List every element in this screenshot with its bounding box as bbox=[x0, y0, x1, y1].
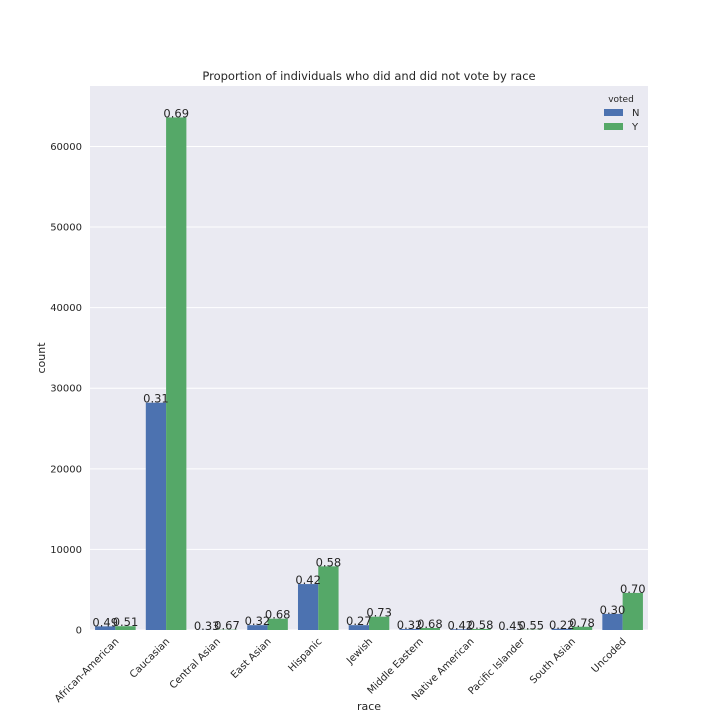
bar-n bbox=[399, 629, 420, 630]
x-tick-label: Caucasian bbox=[128, 636, 172, 680]
bar-n bbox=[247, 625, 268, 630]
bar-n bbox=[297, 584, 319, 630]
bar-y bbox=[115, 626, 136, 630]
y-tick-label: 40000 bbox=[50, 303, 82, 314]
y-tick-label: 50000 bbox=[50, 223, 82, 234]
y-axis: 0 10000 20000 30000 40000 50000 60000 bbox=[50, 142, 82, 637]
bar-value-label: 0.30 bbox=[600, 603, 626, 617]
x-tick-label: Hispanic bbox=[286, 636, 324, 674]
chart-title: Proportion of individuals who did and di… bbox=[202, 69, 535, 83]
legend-entry-n: N bbox=[632, 108, 639, 119]
bar-value-label: 0.68 bbox=[417, 617, 443, 631]
legend-title: voted bbox=[608, 95, 634, 105]
bar-value-label: 0.32 bbox=[397, 618, 423, 632]
bar-value-label: 0.33 bbox=[194, 619, 220, 633]
bar-y bbox=[419, 627, 441, 630]
y-tick-label: 10000 bbox=[50, 545, 82, 556]
bar-value-label: 0.69 bbox=[163, 106, 189, 120]
y-tick-label: 30000 bbox=[50, 384, 82, 395]
x-tick-label: East Asian bbox=[229, 636, 274, 681]
bar-value-label: 0.42 bbox=[295, 573, 321, 587]
x-tick-label: African-American bbox=[53, 636, 121, 704]
bar-labels: 0.49 0.31 0.33 0.32 0.42 0.27 0.32 0.42 0.45 0.22… bbox=[92, 106, 645, 632]
bar-value-label: 0.51 bbox=[113, 615, 139, 629]
bar-y bbox=[369, 616, 390, 630]
bar-value-label: 0.42 bbox=[448, 618, 474, 632]
bar-value-label: 0.67 bbox=[214, 619, 240, 633]
bars bbox=[95, 117, 643, 631]
bar-n bbox=[551, 628, 572, 630]
x-tick-label: Central Asian bbox=[168, 636, 223, 691]
bar-n bbox=[95, 626, 116, 630]
bar-y bbox=[571, 626, 593, 630]
bar-value-label: 0.22 bbox=[549, 618, 575, 632]
bar-value-label: 0.45 bbox=[498, 619, 524, 633]
x-tick-label: Jewish bbox=[344, 636, 375, 667]
bar-value-label: 0.49 bbox=[92, 615, 118, 629]
bar-y bbox=[622, 592, 643, 630]
bar-y bbox=[267, 618, 288, 630]
x-tick-label: Uncoded bbox=[590, 636, 629, 675]
bar-value-label: 0.73 bbox=[366, 606, 392, 620]
legend-entry-y: Y bbox=[631, 122, 639, 133]
bar-n bbox=[348, 625, 369, 630]
bar-value-label: 0.32 bbox=[245, 614, 271, 628]
bar-value-label: 0.78 bbox=[569, 616, 595, 630]
bar-n bbox=[602, 613, 623, 630]
bar-value-label: 0.68 bbox=[265, 608, 291, 622]
y-tick-label: 60000 bbox=[50, 142, 82, 153]
legend-swatch-y bbox=[604, 123, 623, 130]
bar-value-label: 0.31 bbox=[143, 392, 169, 406]
bar-value-label: 0.27 bbox=[346, 614, 372, 628]
x-tick-label: South Asian bbox=[528, 636, 578, 686]
bar-value-label: 0.58 bbox=[468, 618, 494, 632]
bar-y bbox=[166, 117, 187, 631]
bar-value-label: 0.70 bbox=[620, 582, 646, 596]
bar-y bbox=[470, 629, 491, 630]
bar-value-label: 0.55 bbox=[519, 619, 545, 633]
bar-value-label: 0.58 bbox=[316, 555, 342, 569]
legend-swatch-n bbox=[604, 109, 623, 116]
y-axis-label: count bbox=[35, 342, 48, 374]
x-axis-label: race bbox=[357, 700, 381, 713]
legend: voted NY bbox=[604, 95, 639, 133]
bar-y bbox=[318, 566, 339, 630]
bar-n bbox=[145, 402, 167, 630]
bar-n bbox=[450, 629, 471, 630]
y-tick-label: 20000 bbox=[50, 464, 82, 475]
y-tick-label: 0 bbox=[76, 626, 82, 637]
